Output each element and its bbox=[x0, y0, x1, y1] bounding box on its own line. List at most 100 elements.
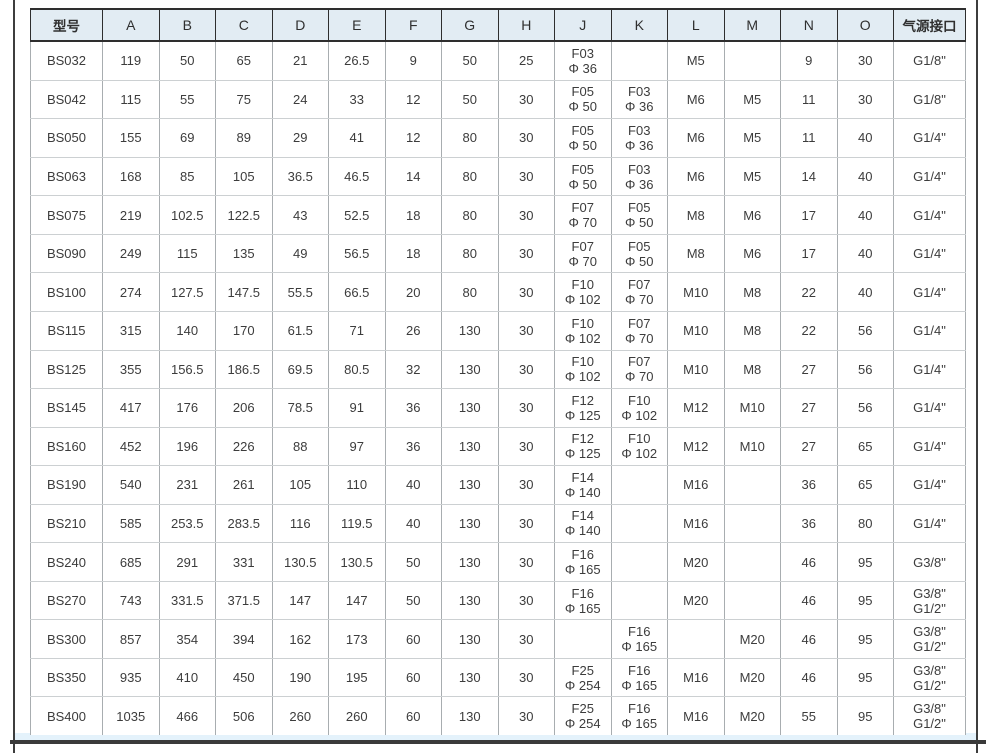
data-cell: G1/4" bbox=[893, 388, 966, 428]
data-cell: 540 bbox=[102, 465, 160, 505]
data-cell: 195 bbox=[328, 658, 386, 698]
page-left-border bbox=[13, 0, 15, 753]
data-cell: 410 bbox=[159, 658, 216, 698]
data-cell: 1035 bbox=[102, 696, 160, 735]
data-cell: 119.5 bbox=[328, 504, 386, 544]
data-cell: 80 bbox=[441, 157, 499, 197]
model-cell: BS063 bbox=[30, 157, 103, 197]
data-cell: F16 Φ 165 bbox=[554, 581, 612, 621]
data-cell: F10 Φ 102 bbox=[554, 272, 612, 312]
data-cell: 11 bbox=[780, 80, 838, 120]
data-cell: F10 Φ 102 bbox=[554, 350, 612, 390]
data-cell: 173 bbox=[328, 619, 386, 659]
data-cell: 30 bbox=[498, 658, 555, 698]
data-cell: 331 bbox=[215, 542, 273, 582]
data-cell: 260 bbox=[272, 696, 329, 735]
data-cell: 30 bbox=[498, 80, 555, 120]
table-row-BS300: BS300 857 354 394 162 173 60 130 30 F16 Φ 165 M20 4… bbox=[30, 619, 966, 659]
data-cell: F07 Φ 70 bbox=[611, 350, 668, 390]
data-cell: M5 bbox=[724, 80, 781, 120]
data-cell: 30 bbox=[498, 427, 555, 467]
data-cell: 30 bbox=[498, 696, 555, 735]
data-cell: 36 bbox=[385, 388, 442, 428]
data-cell: F10 Φ 102 bbox=[554, 311, 612, 351]
data-cell: 30 bbox=[498, 388, 555, 428]
data-cell: F16 Φ 165 bbox=[554, 542, 612, 582]
model-cell: BS090 bbox=[30, 234, 103, 274]
data-cell: 50 bbox=[159, 41, 216, 81]
data-cell: 130 bbox=[441, 311, 499, 351]
table-row-BS050: BS050 155 69 89 29 41 12 80 30 F05 Φ 50 F03 Φ 36 M6… bbox=[30, 118, 966, 158]
model-cell: BS270 bbox=[30, 581, 103, 621]
data-cell: F03 Φ 36 bbox=[611, 80, 668, 120]
data-cell: 130 bbox=[441, 427, 499, 467]
data-cell: 80 bbox=[441, 272, 499, 312]
data-cell: 130 bbox=[441, 696, 499, 735]
data-cell bbox=[611, 41, 668, 81]
data-cell: 115 bbox=[102, 80, 160, 120]
data-cell: 97 bbox=[328, 427, 386, 467]
data-cell: 22 bbox=[780, 311, 838, 351]
data-cell: 43 bbox=[272, 195, 329, 235]
data-cell: G3/8" G1/2" bbox=[893, 619, 966, 659]
data-cell: 585 bbox=[102, 504, 160, 544]
data-cell: M10 bbox=[667, 350, 725, 390]
model-cell: BS300 bbox=[30, 619, 103, 659]
data-cell: 69.5 bbox=[272, 350, 329, 390]
data-cell: M8 bbox=[667, 234, 725, 274]
data-cell: 80.5 bbox=[328, 350, 386, 390]
data-cell: M16 bbox=[667, 696, 725, 735]
data-cell: 315 bbox=[102, 311, 160, 351]
model-cell: BS190 bbox=[30, 465, 103, 505]
data-cell: F07 Φ 70 bbox=[611, 311, 668, 351]
data-cell bbox=[667, 619, 725, 659]
page-bottom-rule bbox=[10, 740, 986, 744]
data-cell: 147 bbox=[328, 581, 386, 621]
data-cell: 105 bbox=[215, 157, 273, 197]
data-cell: M10 bbox=[724, 388, 781, 428]
data-cell: 69 bbox=[159, 118, 216, 158]
data-cell: 140 bbox=[159, 311, 216, 351]
data-cell: 32 bbox=[385, 350, 442, 390]
table-row-BS145: BS145 417 176 206 78.5 91 36 130 30 F12 Φ 125 F10 … bbox=[30, 388, 966, 428]
data-cell: G1/4" bbox=[893, 234, 966, 274]
data-cell: 196 bbox=[159, 427, 216, 467]
data-cell: 857 bbox=[102, 619, 160, 659]
model-cell: BS400 bbox=[30, 696, 103, 735]
data-cell: M8 bbox=[724, 311, 781, 351]
data-cell: 80 bbox=[441, 195, 499, 235]
data-cell: 935 bbox=[102, 658, 160, 698]
data-cell: G1/4" bbox=[893, 157, 966, 197]
data-cell: 135 bbox=[215, 234, 273, 274]
header-cell-L: L bbox=[667, 8, 725, 42]
model-cell: BS160 bbox=[30, 427, 103, 467]
data-cell: 130 bbox=[441, 465, 499, 505]
data-cell: 30 bbox=[498, 504, 555, 544]
data-cell: 12 bbox=[385, 118, 442, 158]
data-cell bbox=[611, 581, 668, 621]
data-cell: 116 bbox=[272, 504, 329, 544]
model-cell: BS240 bbox=[30, 542, 103, 582]
data-cell: F25 Φ 254 bbox=[554, 658, 612, 698]
model-cell: BS210 bbox=[30, 504, 103, 544]
data-cell: 61.5 bbox=[272, 311, 329, 351]
data-cell: 291 bbox=[159, 542, 216, 582]
data-cell: M5 bbox=[724, 157, 781, 197]
data-cell: 18 bbox=[385, 234, 442, 274]
table-head: 型号 A B C D E F G H J K L M N O 气源接口 bbox=[30, 8, 966, 42]
data-cell: 30 bbox=[498, 157, 555, 197]
data-cell: 60 bbox=[385, 658, 442, 698]
data-cell: 46 bbox=[780, 542, 838, 582]
data-cell: 283.5 bbox=[215, 504, 273, 544]
data-cell: 30 bbox=[498, 350, 555, 390]
page-bottom-strip bbox=[15, 733, 976, 740]
data-cell: 176 bbox=[159, 388, 216, 428]
data-cell: F12 Φ 125 bbox=[554, 427, 612, 467]
data-cell: 30 bbox=[837, 80, 894, 120]
table-row-BS125: BS125 355 156.5 186.5 69.5 80.5 32 130 30 F10 Φ 1… bbox=[30, 350, 966, 390]
data-cell: 249 bbox=[102, 234, 160, 274]
model-cell: BS050 bbox=[30, 118, 103, 158]
header-cell-B: B bbox=[158, 8, 216, 42]
data-cell: 147.5 bbox=[215, 272, 273, 312]
